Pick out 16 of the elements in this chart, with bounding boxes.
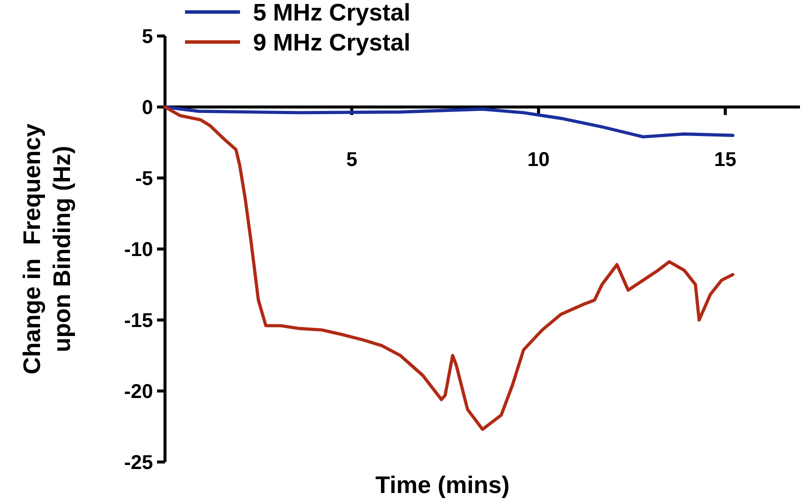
legend-label: 5 MHz Crystal xyxy=(253,0,410,26)
y-tick-label: -15 xyxy=(124,310,153,332)
x-tick-label: 10 xyxy=(527,149,550,171)
x-axis-title: Time (mins) xyxy=(375,472,510,499)
x-tick-label: 5 xyxy=(346,149,358,171)
y-tick-label: -20 xyxy=(124,381,153,403)
y-tick-label: -5 xyxy=(135,168,153,190)
y-axis-title: Change in Frequency upon Binding (Hz) xyxy=(19,122,76,374)
y-tick-label: 0 xyxy=(142,97,153,119)
y-tick-label: 5 xyxy=(142,26,153,48)
y-tick-label: -25 xyxy=(124,452,153,474)
line-series xyxy=(163,105,734,138)
legend-label: 9 MHz Crystal xyxy=(253,29,410,56)
line-series xyxy=(163,105,734,431)
x-tick-label: 15 xyxy=(714,149,736,171)
y-tick-label: -10 xyxy=(124,239,153,261)
